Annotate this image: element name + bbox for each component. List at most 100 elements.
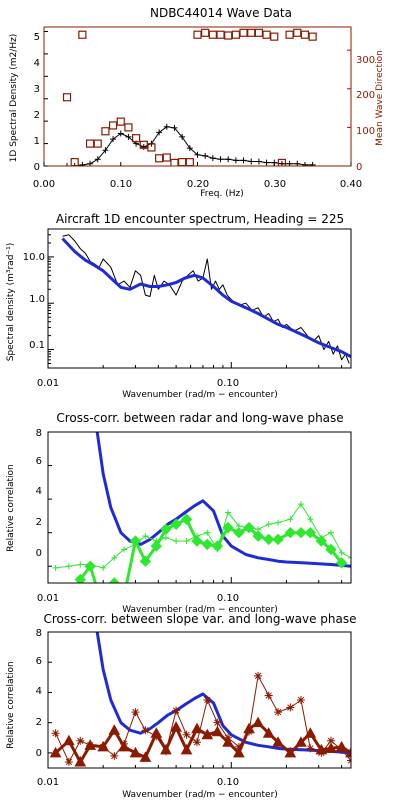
panel3-series-3-point bbox=[64, 595, 74, 605]
panel1-spectral-point bbox=[117, 130, 124, 137]
panel4-series-3-point bbox=[295, 736, 307, 747]
panel1-direction-point bbox=[132, 134, 141, 143]
panel4-frame bbox=[47, 631, 352, 769]
panel4-series-2-point bbox=[192, 738, 201, 747]
panel4-series-3-point bbox=[160, 743, 172, 755]
panel3-ytick: 4 bbox=[36, 486, 42, 497]
panel1-spectral-point bbox=[255, 158, 262, 165]
panel1-spectral-point bbox=[64, 163, 71, 166]
panel3-series-3-point bbox=[129, 535, 142, 547]
panel4-ytick: 8 bbox=[36, 628, 42, 639]
panel4-series-3-point bbox=[150, 727, 163, 738]
panel1-y2tick: 200 bbox=[356, 90, 375, 101]
panel3-series-3-point bbox=[84, 560, 96, 572]
panel1-direction-point bbox=[170, 158, 179, 166]
panel3-series-2-point bbox=[52, 564, 59, 571]
panel4-series-3-point bbox=[211, 725, 224, 737]
panel2-smoothed-spectrum-line bbox=[61, 237, 351, 359]
panel2-frame bbox=[47, 228, 352, 369]
panel4-series-3-point bbox=[201, 728, 214, 740]
panel3-series-3-point bbox=[335, 557, 348, 569]
panel1-direction-point bbox=[293, 28, 302, 37]
panel1-direction-point bbox=[247, 28, 256, 37]
panel4-series-2-point bbox=[306, 744, 315, 753]
panel4-series-2-point bbox=[274, 708, 283, 717]
panel1-spectral-point bbox=[125, 133, 132, 140]
panel1-spectral-point bbox=[263, 159, 270, 166]
panel3-series-3-point bbox=[295, 526, 307, 539]
panel3-series-2-point bbox=[265, 521, 272, 528]
panel4-series-2-point bbox=[172, 706, 181, 715]
panel4-title: Cross-corr. between slope var. and long-… bbox=[43, 612, 356, 626]
panel3-series-3-point bbox=[180, 513, 193, 525]
panel1-direction-point bbox=[277, 158, 287, 166]
panel1-spectral-point bbox=[71, 163, 78, 166]
panel1-frame bbox=[43, 26, 352, 167]
panel2-xtick: 0.01 bbox=[37, 378, 59, 389]
panel3-series-3-point bbox=[150, 540, 163, 552]
panel3-series-3-point bbox=[191, 535, 203, 547]
panel4-xlabel: Wavenumber (rad/m − encounter) bbox=[122, 790, 278, 800]
panel4-series-3-point bbox=[139, 751, 152, 762]
panel2-xtick: 0.10 bbox=[217, 378, 239, 389]
panel4-series-3-point bbox=[233, 746, 245, 758]
panel4-series-3-point bbox=[243, 722, 255, 734]
panel1-direction-point bbox=[178, 158, 187, 166]
panel3-series-3-point bbox=[211, 540, 224, 552]
panel3-title: Cross-corr. between radar and long-wave … bbox=[56, 411, 343, 425]
panel3-series-3-point bbox=[170, 518, 182, 530]
panel3-frame bbox=[47, 431, 352, 584]
panel1-direction-point bbox=[185, 158, 194, 166]
panel4-series-2-point bbox=[64, 757, 73, 766]
panel3-series-3-point bbox=[304, 526, 317, 539]
panel4-series-3-point bbox=[97, 740, 110, 752]
panel3-series-3-point bbox=[243, 521, 255, 534]
panel3-series-2-point bbox=[173, 538, 180, 545]
panel4-xtick: 0.10 bbox=[217, 777, 239, 788]
panel1-direction-point bbox=[147, 143, 156, 152]
panel4-series-3-point bbox=[335, 740, 348, 752]
panel4-series-2-point bbox=[296, 696, 305, 704]
panel1-direction-point bbox=[85, 139, 95, 148]
panel1-direction-point bbox=[262, 30, 271, 39]
panel1-title: NDBC44014 Wave Data bbox=[150, 6, 292, 20]
panel1-direction-point bbox=[224, 31, 233, 40]
panel3-series-2-point bbox=[183, 538, 190, 545]
panel3-series-2-point bbox=[65, 563, 72, 570]
panel1-xlabel: Freq. (Hz) bbox=[200, 189, 244, 199]
panel1-ytick: 5 bbox=[34, 32, 40, 43]
panel3-series-2-point bbox=[225, 509, 232, 516]
panel1-direction-point bbox=[216, 30, 225, 39]
panel1-direction-point bbox=[124, 123, 133, 132]
panel3-series-3-point bbox=[233, 526, 245, 539]
panel4-series-3-point bbox=[191, 722, 203, 734]
panel1-direction-point bbox=[78, 30, 87, 39]
panel3-series-2-point bbox=[121, 546, 128, 553]
panel1-spectral-point bbox=[225, 156, 232, 163]
panel1-xtick: 0.10 bbox=[110, 179, 132, 190]
panel3-series-2-line bbox=[55, 503, 351, 569]
panel1-spectral-point bbox=[79, 161, 86, 166]
panel4-ytick: 0 bbox=[36, 748, 42, 759]
panel1-spectral-point bbox=[140, 143, 147, 150]
panel3-series-2-point bbox=[162, 534, 169, 541]
panel3-series-3-point bbox=[284, 526, 297, 539]
panel3-series-3-point bbox=[160, 523, 172, 536]
panel4-series-3-point bbox=[272, 736, 284, 747]
panel4-series-3-point bbox=[262, 727, 275, 738]
panel3-series-2-point bbox=[287, 516, 294, 523]
panel1-direction-point bbox=[254, 28, 263, 37]
panel1-spectral-point bbox=[94, 156, 101, 163]
panel3-series-2-point bbox=[327, 529, 334, 536]
panel1-xtick: 0.30 bbox=[264, 179, 286, 190]
panel4-series-3-point bbox=[108, 724, 121, 735]
panel3-series-3-point bbox=[315, 535, 328, 547]
panel1-ylabel: 1D Spectral Density (m2/Hz) bbox=[9, 34, 19, 163]
panel1-direction-point bbox=[62, 93, 72, 102]
panel1-spectral-point bbox=[217, 156, 224, 163]
panel1-direction-point bbox=[155, 154, 164, 163]
panel3-series-2-point bbox=[297, 501, 304, 508]
panel3-ytick: 8 bbox=[36, 428, 42, 439]
panel4-series-2-point bbox=[182, 730, 191, 739]
panel1-direction-point bbox=[285, 30, 294, 39]
